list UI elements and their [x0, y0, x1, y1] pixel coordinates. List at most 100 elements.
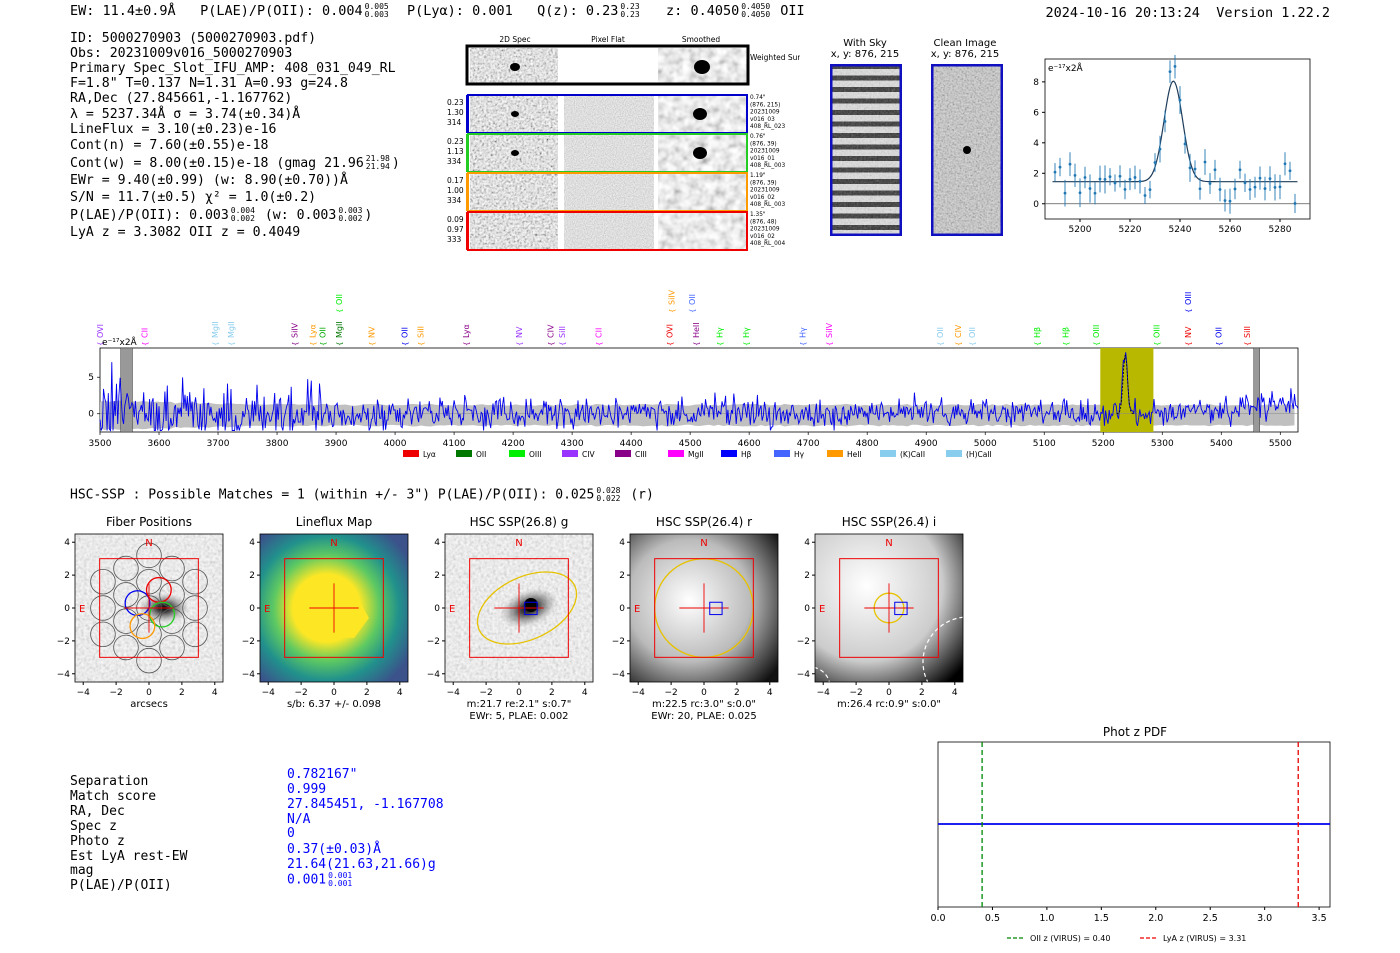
svg-text:{: {: [368, 342, 376, 346]
legend-label: OII: [476, 450, 486, 459]
col-header-pixelflat: Pixel Flat: [591, 35, 625, 44]
zoom-y-tick: 8: [1033, 78, 1039, 88]
north-label: N: [515, 538, 522, 549]
panel-title: HSC SSP(26.4) r: [656, 515, 752, 529]
svg-text:{: {: [689, 309, 697, 313]
panel-x-tick: 0: [886, 688, 892, 698]
legend-swatch: [946, 450, 962, 457]
svg-text:{: {: [1244, 342, 1252, 346]
panel-x-tick: 2: [549, 688, 555, 698]
photz-x-tick: 1.0: [1039, 913, 1054, 924]
clean-image: [931, 64, 1003, 236]
spectral-line-label: CII: [595, 328, 604, 338]
panel-y-tick: 4: [249, 538, 255, 548]
spectrum-y-tick: 0: [88, 410, 94, 420]
svg-text:{: {: [1034, 342, 1042, 346]
fiber-row-right-value: (876, 48): [750, 219, 777, 225]
info-contw: Cont(w) = 8.00(±0.15)e-18 (gmag 21.96 21.…: [70, 154, 400, 172]
hsc-summary: HSC-SSP : Possible Matches = 1 (within +…: [70, 486, 654, 503]
fiber-row-left-value: 334: [447, 196, 462, 205]
fiber-row-right-value: 20231009: [750, 149, 780, 155]
line-zoom-chart: e⁻¹⁷x2Å 5200 5220 5240 5260 5280 0 2 4 6 8: [1033, 55, 1311, 235]
zoom-x-tick: 5260: [1219, 225, 1242, 235]
legend-label: (H)CaII: [966, 450, 992, 459]
fiber-row-left-value: 1.00: [447, 186, 464, 195]
spectrum-x-tick: 5500: [1269, 439, 1292, 449]
spectrum-x-tick: 4700: [797, 439, 820, 449]
zoom-x-tick: 5200: [1069, 225, 1092, 235]
spectrum-x-tick: 3600: [148, 439, 171, 449]
photz-title: Phot z PDF: [1103, 725, 1167, 739]
panel-y-tick: −4: [242, 670, 256, 680]
spectral-line-label: HeII: [692, 322, 701, 338]
fiber-row-right-value: 0.76": [750, 134, 766, 140]
match-label: P(LAE)/P(OII): [70, 878, 172, 893]
spectrum-x-tick: 4500: [679, 439, 702, 449]
panel-y-tick: 0: [434, 604, 440, 614]
spectral-line-label: OVI: [665, 324, 674, 338]
panel-x-tick: −4: [447, 688, 461, 698]
legend-label: HeII: [847, 450, 862, 459]
info-lyaz: LyA z = 3.3082 OII z = 0.4049: [70, 225, 301, 240]
svg-text:{: {: [1062, 342, 1070, 346]
spectral-line-label: CIV: [954, 324, 963, 338]
east-label: E: [449, 604, 455, 615]
match-value: 0.999: [287, 782, 327, 797]
north-label: N: [145, 538, 152, 549]
info-contn: Cont(n) = 7.60(±0.55)e-18: [70, 138, 269, 153]
legend-label: CIII: [635, 450, 647, 459]
spectral-line-label: CII: [140, 328, 149, 338]
legend-swatch: [827, 450, 843, 457]
spectral-line-label: OVI: [96, 324, 105, 338]
photz-x-tick: 1.5: [1094, 913, 1109, 924]
svg-text:{: {: [1215, 342, 1223, 346]
spectrum-x-tick: 5400: [1210, 439, 1233, 449]
spectrum-x-tick: 3500: [89, 439, 112, 449]
spectrum-x-tick: 5200: [1092, 439, 1115, 449]
svg-text:{: {: [955, 342, 963, 346]
photz-x-tick: 0.5: [985, 913, 1000, 924]
panel-caption: m:21.7 re:2.1" s:0.7": [467, 699, 572, 710]
panel-y-tick: 2: [249, 571, 255, 581]
panel-x-tick: −2: [849, 688, 862, 698]
spectral-line-label: OII: [318, 327, 327, 338]
spectral-line-label: OIII: [1152, 325, 1161, 338]
info-params: F=1.8" T=0.137 N=1.31 A=0.93 g=24.8: [70, 76, 348, 91]
info-radec: RA,Dec (27.845661,-1.167762): [70, 91, 293, 106]
spectral-line-label: SiIV: [291, 322, 300, 338]
panel-x-tick: −2: [109, 688, 122, 698]
spectral-line-label: SiIV: [825, 322, 834, 338]
panel-x-tick: −2: [294, 688, 307, 698]
spectral-line-label: SiIV: [667, 289, 676, 305]
photz-x-tick: 0.0: [930, 913, 945, 924]
info-primary: Primary Spec_Slot_IFU_AMP: 408_031_049_R…: [70, 61, 396, 76]
panel-y-tick: 4: [434, 538, 440, 548]
svg-text:{: {: [668, 309, 676, 313]
info-lineflux: LineFlux = 3.10(±0.23)e-16: [70, 122, 277, 137]
spectral-line-label: SiII: [416, 326, 425, 338]
east-label: E: [79, 604, 85, 615]
panel-x-tick: 2: [179, 688, 185, 698]
spectral-line-label: Hγ: [742, 327, 751, 338]
zoom-unit-label: e⁻¹⁷x2Å: [1048, 62, 1084, 74]
svg-text:{: {: [402, 342, 410, 346]
legend-label: (K)CaII: [900, 450, 925, 459]
spectral-line-label: Hβ: [1061, 327, 1070, 338]
spectrum-x-tick: 4800: [856, 439, 879, 449]
weighted-sum-label: Weighted Sum: [750, 53, 800, 62]
svg-text:{: {: [693, 342, 701, 346]
fiber-row-right-value: 408_RL_003: [750, 202, 785, 208]
spectrum-x-tick: 4600: [738, 439, 761, 449]
svg-text:{: {: [336, 309, 344, 313]
weighted-sum-frame: [465, 44, 750, 86]
fiber-row-right-value: v016_01: [750, 156, 775, 162]
spectral-line-label: MgII: [335, 321, 344, 338]
spectral-line-label: MgII: [227, 321, 236, 338]
panel-x-tick: 4: [397, 688, 403, 698]
panel-y-tick: 2: [619, 571, 625, 581]
spectrum-x-tick: 5100: [1033, 439, 1056, 449]
panel-caption: m:22.5 rc:3.0" s:0.0": [652, 699, 756, 710]
spectral-line-label: OII: [968, 327, 977, 338]
legend-swatch: [668, 450, 684, 457]
panel-x-tick: 2: [919, 688, 925, 698]
